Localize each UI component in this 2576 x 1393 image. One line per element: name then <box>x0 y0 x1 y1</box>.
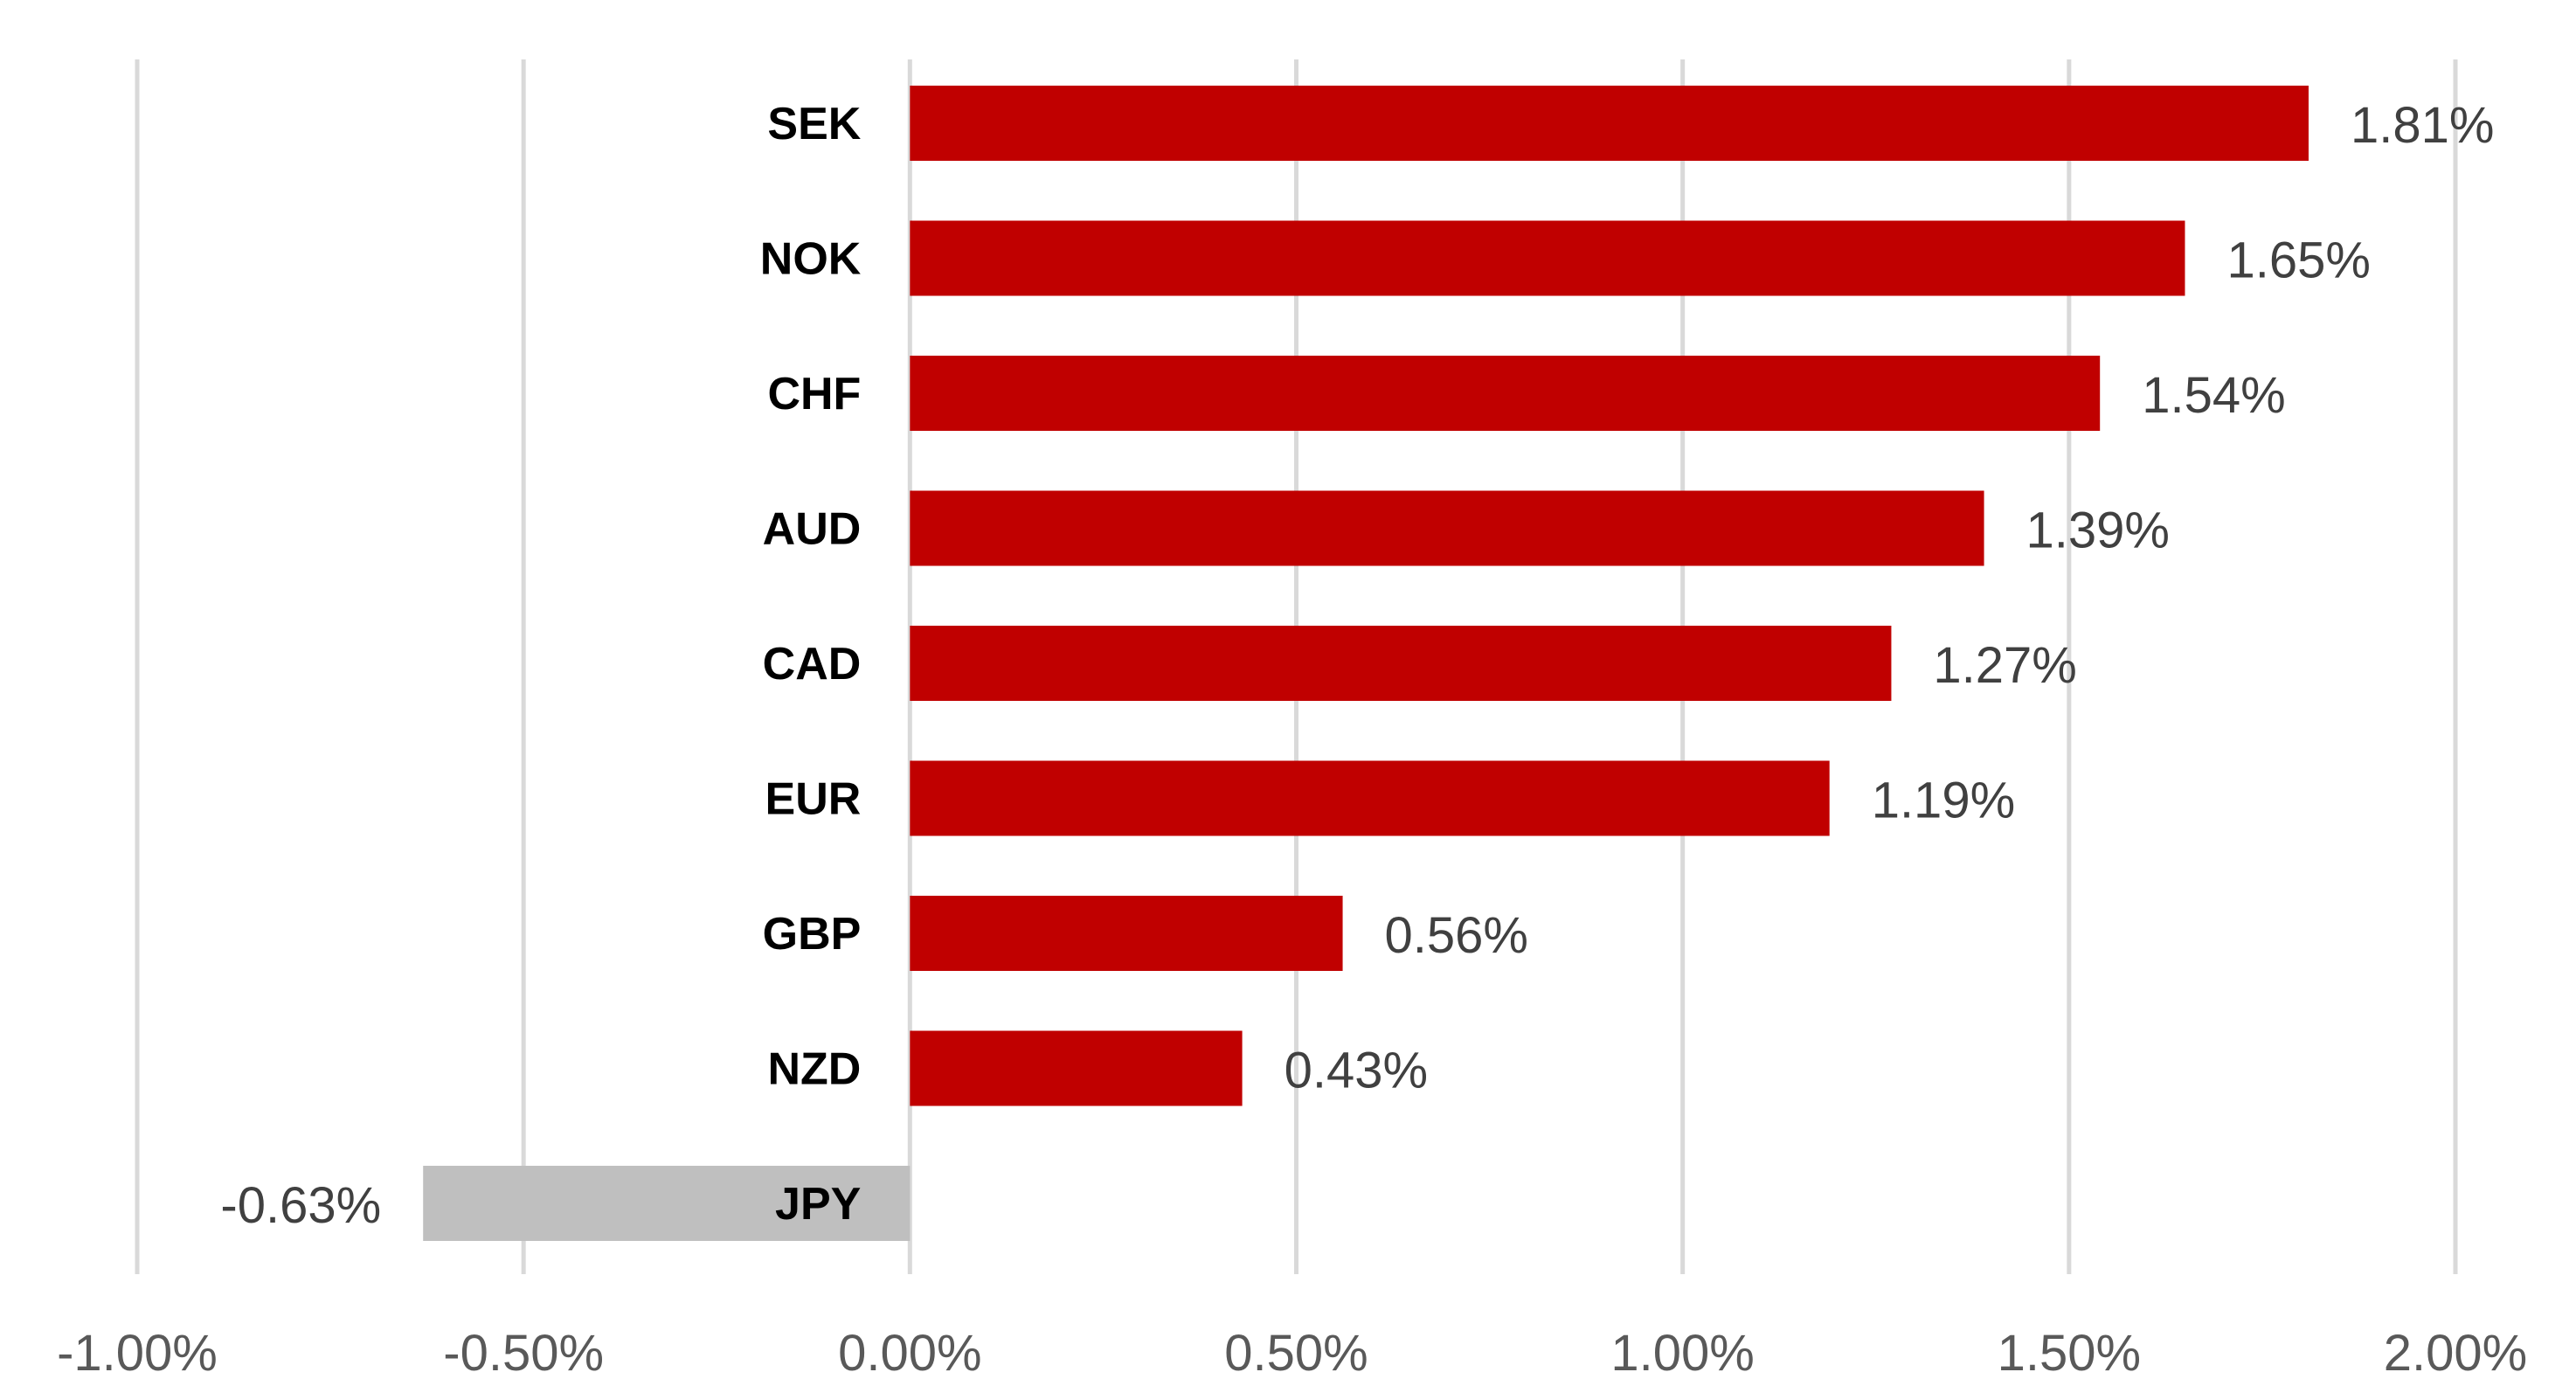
bar-chf <box>910 356 2101 431</box>
bar-gbp <box>910 896 1343 971</box>
value-label: 1.65% <box>2226 232 2370 289</box>
bar-cad <box>910 626 1892 701</box>
x-tick-label: 1.50% <box>1998 1325 2141 1382</box>
x-tick-label: 0.00% <box>838 1325 981 1382</box>
value-label: 1.54% <box>2142 367 2285 424</box>
category-label: NZD <box>767 1044 861 1095</box>
value-labels: 1.81% 1.65% 1.54% 1.39% 1.27% 1.19% 0.56% 0.43%… <box>220 97 2494 1234</box>
value-label: 0.43% <box>1285 1043 1428 1099</box>
value-label: 0.56% <box>1385 907 1528 964</box>
bar-jpy <box>423 1166 911 1241</box>
category-label: CHF <box>767 369 861 419</box>
category-label: SEK <box>767 99 861 149</box>
x-tick-label: 1.00% <box>1610 1325 1754 1382</box>
category-label: CAD <box>763 639 862 690</box>
value-label: -0.63% <box>220 1177 381 1234</box>
bar-nok <box>910 220 2185 296</box>
bar-eur <box>910 760 1830 836</box>
bars <box>423 86 2309 1241</box>
bar-sek <box>910 86 2309 161</box>
x-tick-label: 2.00% <box>2384 1325 2527 1382</box>
x-tick-label: -1.00% <box>57 1325 218 1382</box>
value-label: 1.39% <box>2026 502 2170 559</box>
value-label: 1.19% <box>1872 773 2015 829</box>
category-label: NOK <box>760 234 862 285</box>
bar-nzd <box>910 1030 1243 1106</box>
category-label: GBP <box>763 909 862 960</box>
category-labels: SEK NOK CHF AUD CAD EUR GBP NZD JPY <box>760 99 862 1230</box>
x-tick-label: -0.50% <box>443 1325 604 1382</box>
category-label: EUR <box>765 774 862 825</box>
x-axis-tick-labels: -1.00% -0.50% 0.00% 0.50% 1.00% 1.50% 2.00% <box>57 1325 2527 1382</box>
category-label: JPY <box>775 1179 861 1230</box>
category-label: AUD <box>763 504 862 555</box>
bar-aud <box>910 490 1984 566</box>
value-label: 1.81% <box>2351 97 2494 154</box>
x-tick-label: 0.50% <box>1224 1325 1368 1382</box>
value-label: 1.27% <box>1933 637 2076 694</box>
